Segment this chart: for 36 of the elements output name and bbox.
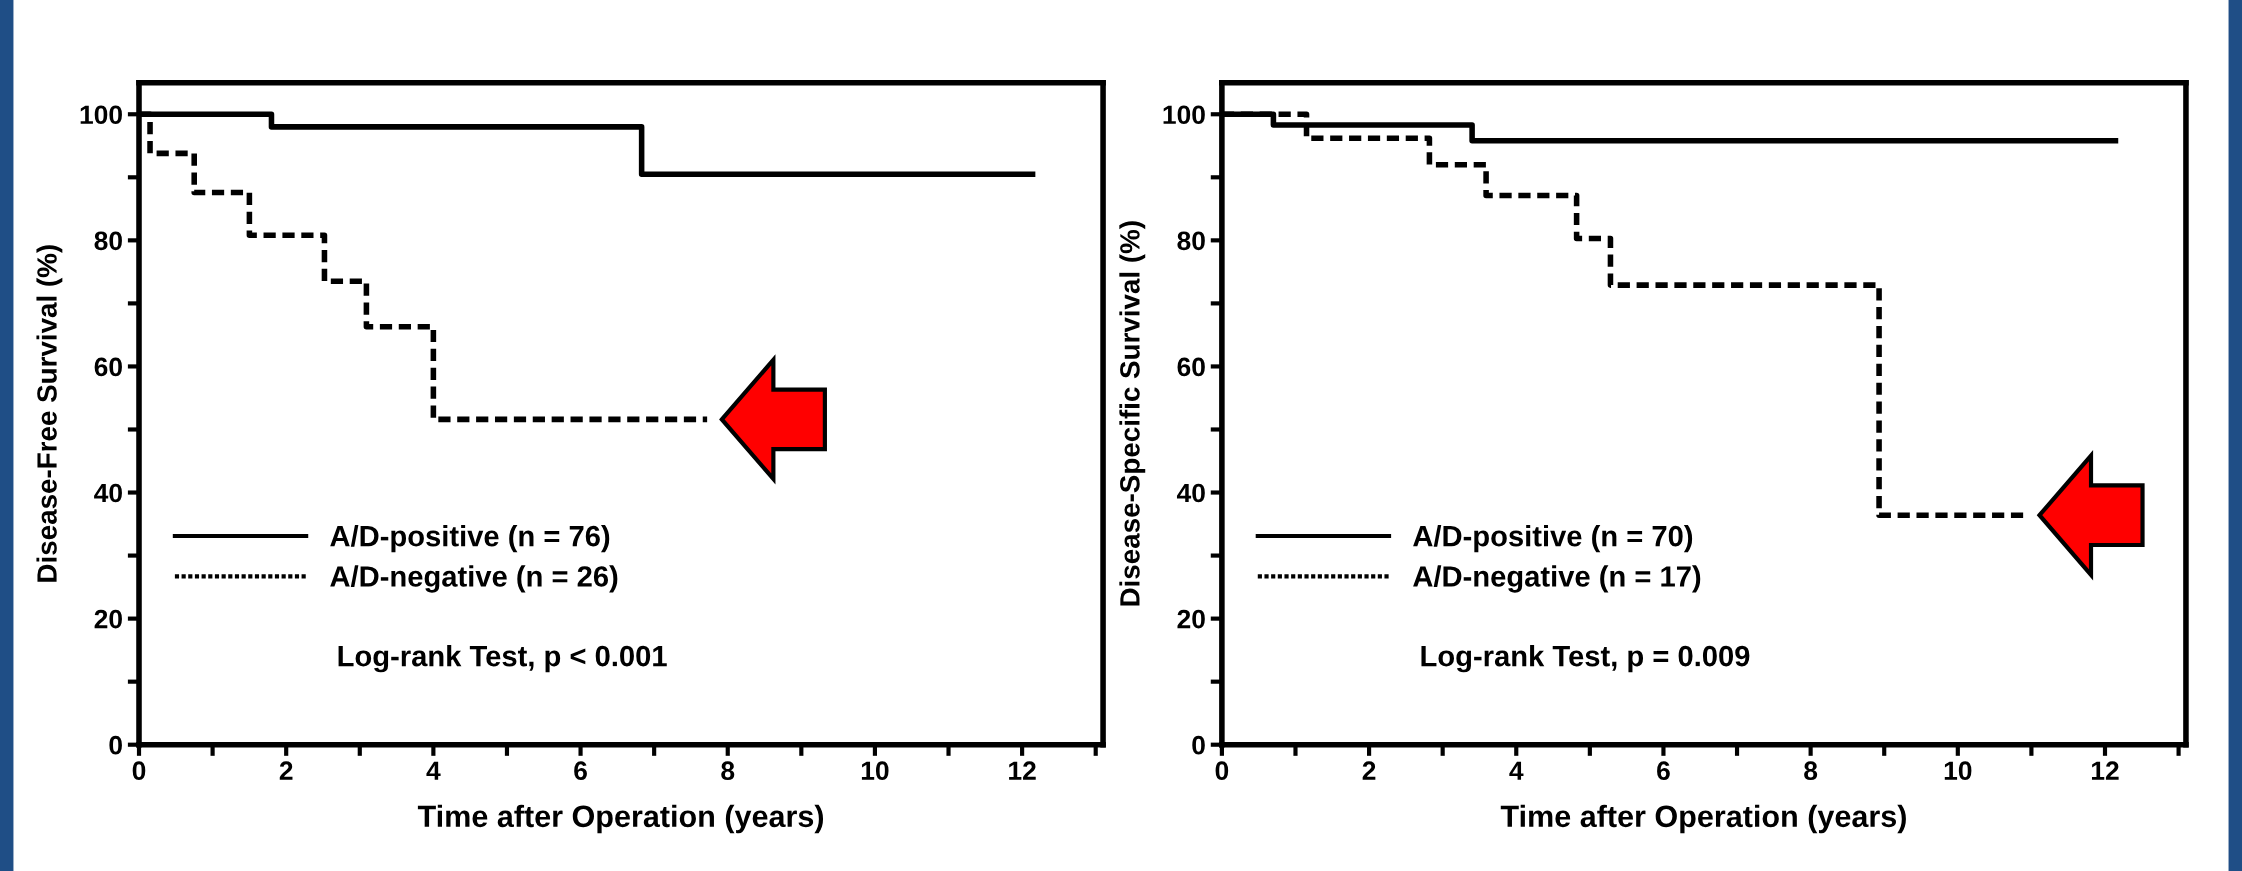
x-tick-label: 2 [279, 761, 293, 780]
y-axis-title: Disease-Specific Survival (%) [1119, 221, 1146, 606]
x-tick-label: 12 [1009, 761, 1036, 780]
annotation: Log-rank Test, p = 0.009 [1421, 644, 1750, 673]
x-tick-label: 8 [721, 761, 735, 781]
legend-label: A/D-negative (n = 26) [330, 565, 618, 593]
y-tick-label: 80 [1177, 231, 1205, 251]
x-axis-title: Time after Operation (years) [1500, 804, 1906, 834]
y-tick-label: 20 [1177, 609, 1205, 629]
x-tick-label: 4 [1509, 761, 1524, 780]
y-tick-label: 20 [94, 609, 122, 629]
legend-label: A/D-negative (n = 17) [1413, 565, 1701, 593]
y-tick-label: 0 [1192, 735, 1205, 755]
x-tick-label: 2 [1362, 761, 1376, 780]
x-tick-label: 8 [1804, 761, 1818, 781]
y-tick-label: 40 [1176, 483, 1205, 503]
y-tick-label: 60 [1177, 357, 1205, 377]
annotation: Log-rank Test, p < 0.001 [338, 644, 667, 673]
x-tick-label: 0 [1215, 761, 1229, 781]
y-tick-label: 40 [94, 483, 122, 503]
x-tick-label: 6 [574, 761, 587, 781]
x-tick-label: 10 [861, 761, 889, 781]
y-tick-label: 0 [109, 735, 122, 755]
legend-label: A/D-positive (n = 76) [330, 525, 610, 553]
y-tick-label: 60 [94, 357, 122, 377]
legend-label: A/D-positive (n = 70) [1413, 525, 1693, 553]
x-tick-label: 10 [1944, 761, 1972, 781]
y-tick-label: 100 [80, 105, 122, 125]
x-tick-label: 12 [2091, 761, 2119, 780]
x-axis-title: Time after Operation (years) [417, 804, 824, 834]
x-tick-label: 6 [1657, 761, 1670, 781]
x-tick-label: 4 [426, 761, 441, 780]
x-tick-label: 0 [132, 761, 146, 781]
y-tick-label: 100 [1163, 105, 1205, 125]
y-tick-label: 80 [94, 231, 122, 251]
y-axis-title: Disease-Free Survival (%) [36, 245, 63, 582]
